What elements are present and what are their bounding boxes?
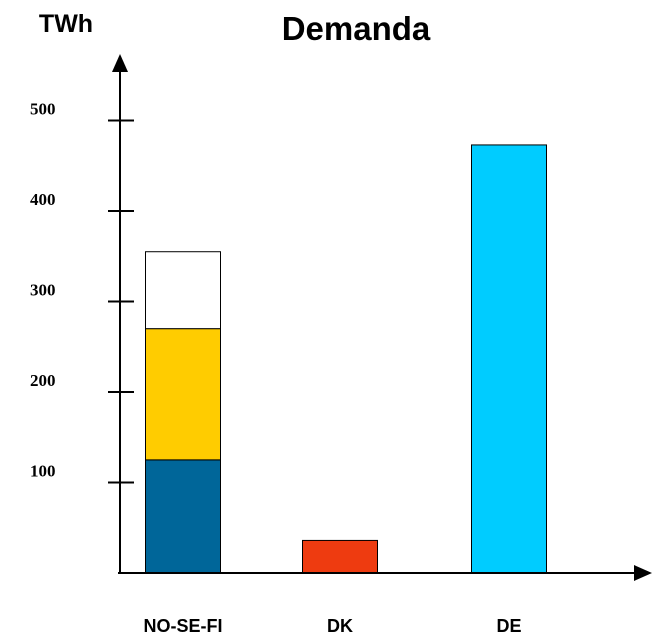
y-tick-label-200: 200	[30, 371, 56, 390]
x-tick-label-dk: DK	[327, 616, 353, 636]
x-tick-label-no-se-fi: NO-SE-FI	[144, 616, 223, 636]
bar-no-se-fi-segment-1	[145, 459, 221, 574]
y-tick-label-300: 300	[30, 281, 56, 300]
chart-title: Demanda	[282, 10, 431, 47]
y-ticks-group: 100 200 300 400 500	[30, 100, 134, 484]
bar-de-segment-1	[471, 144, 547, 574]
y-tick-label-500: 500	[30, 100, 56, 119]
x-labels-group: NO-SE-FI DK DE	[144, 616, 522, 636]
bar-no-se-fi-segment-2	[145, 328, 221, 461]
y-tick-label-100: 100	[30, 462, 56, 481]
bar-no-se-fi-segment-3	[145, 251, 221, 330]
bars-group	[145, 144, 547, 574]
y-axis-unit: TWh	[39, 10, 93, 38]
x-tick-label-de: DE	[496, 616, 521, 636]
y-tick-label-400: 400	[30, 190, 56, 209]
y-axis-arrowhead	[112, 54, 128, 72]
x-axis-arrowhead	[634, 565, 652, 581]
bar-dk-segment-1	[302, 539, 378, 574]
